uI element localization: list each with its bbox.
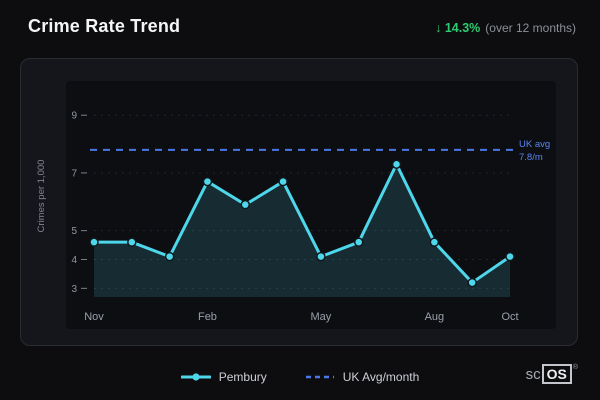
- series-line-pembury: [92, 162, 512, 285]
- uk-avg-label: UK avg: [519, 139, 550, 150]
- y-axis-title: Crimes per 1,000: [36, 160, 47, 233]
- legend-item-pembury[interactable]: Pembury: [180, 370, 267, 384]
- trend-value: ↓ 14.3%: [435, 21, 481, 35]
- chart-card: 9 7 5 4 3 Nov Feb May Aug Oct Crimes per 1,000 UK a…: [20, 58, 578, 346]
- uk-avg-value-label: 7.8/m: [519, 152, 543, 163]
- logo-registered-mark: ®: [572, 364, 578, 371]
- x-tick-label: Oct: [501, 311, 518, 323]
- logo-box: OS: [541, 364, 572, 384]
- legend-label: UK Avg/month: [342, 370, 420, 384]
- legend-label: Pembury: [218, 370, 267, 384]
- trend-note: (over 12 months): [485, 21, 576, 35]
- data-point: [278, 176, 288, 187]
- y-tick-label: 4: [71, 255, 77, 266]
- data-point: [316, 251, 326, 262]
- data-point: [429, 237, 440, 247]
- x-tick-label: Aug: [425, 311, 445, 323]
- y-tick-label: 3: [71, 284, 77, 295]
- data-point: [202, 176, 213, 187]
- data-point: [353, 237, 364, 247]
- y-tick-label: 5: [71, 226, 77, 237]
- logo-prefix: sc: [525, 365, 541, 383]
- data-point: [240, 199, 251, 210]
- series-area: [94, 164, 510, 297]
- page-title: Crime Rate Trend: [28, 16, 181, 36]
- data-point: [505, 251, 515, 262]
- data-point: [391, 159, 402, 170]
- x-tick-label: May: [311, 311, 332, 323]
- y-tick-label: 9: [71, 111, 77, 122]
- data-point: [467, 277, 477, 288]
- chart-legend: Pembury UK Avg/month: [0, 370, 600, 384]
- data-point: [89, 237, 99, 247]
- data-point: [127, 237, 137, 247]
- legend-swatch-dashed-icon: [305, 371, 335, 383]
- scos-logo: sc OS ®: [526, 364, 578, 384]
- crime-trend-chart: 9 7 5 4 3 Nov Feb May Aug Oct Crimes per 1,000 UK a…: [36, 81, 556, 329]
- trend-indicator: ↓ 14.3% (over 12 months): [435, 21, 576, 35]
- plot-background: [66, 81, 556, 329]
- x-tick-label: Nov: [84, 311, 104, 323]
- legend-swatch-line-icon: [180, 371, 211, 383]
- legend-item-uk-avg-month[interactable]: UK Avg/month: [305, 370, 420, 384]
- header: Crime Rate Trend ↓ 14.3% (over 12 months…: [28, 16, 576, 37]
- y-tick-label: 7: [71, 168, 77, 179]
- data-point: [164, 251, 175, 262]
- x-tick-label: Feb: [198, 311, 217, 323]
